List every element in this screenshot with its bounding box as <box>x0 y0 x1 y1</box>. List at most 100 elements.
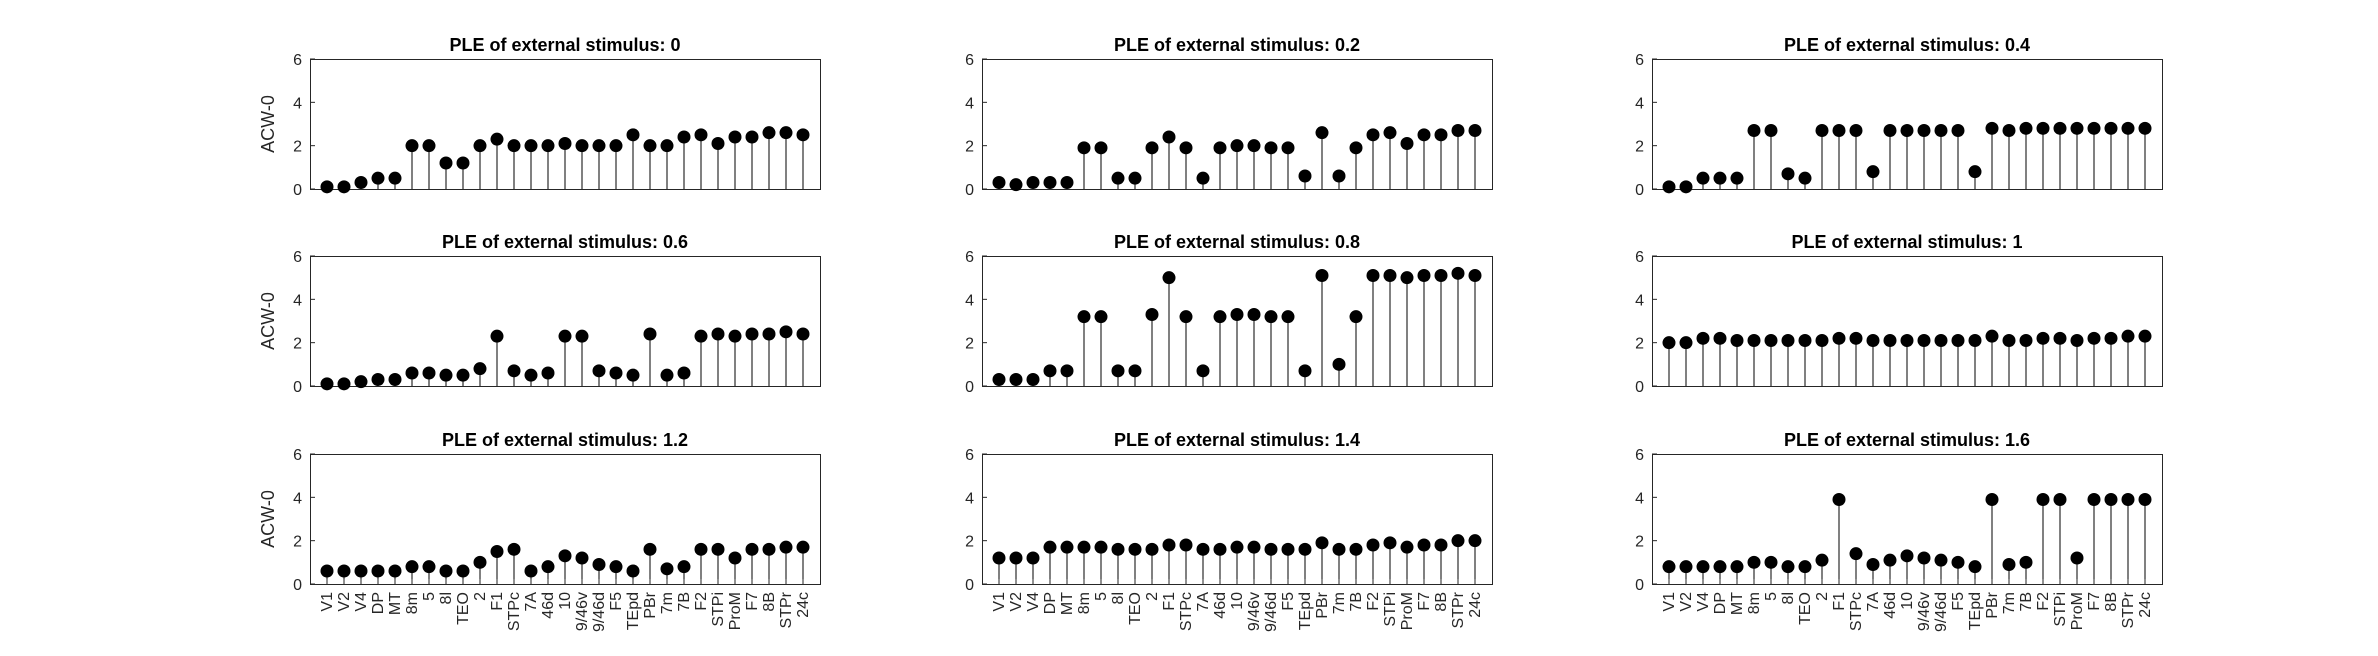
stem-marker-F2 <box>694 542 708 556</box>
stem-marker-DP <box>1043 540 1057 554</box>
x-tick-label: 8m <box>404 592 421 614</box>
stem-marker-8m <box>1077 141 1091 155</box>
stem-marker-9/46d <box>592 364 606 378</box>
stem-marker-9/46d <box>1264 141 1278 155</box>
stem-marker-5 <box>1764 124 1778 137</box>
x-tick-label: F7 <box>744 592 761 611</box>
stem-marker-TEO <box>1128 542 1142 556</box>
stem-marker-V4 <box>354 176 368 189</box>
y-tick-label: 4 <box>1635 292 1644 309</box>
stem-marker-MT <box>388 564 402 578</box>
stem-marker-F1 <box>490 132 504 146</box>
stem-marker-F5 <box>1951 124 1965 137</box>
stem-marker-F1 <box>1832 124 1846 137</box>
y-tick-label: 6 <box>293 447 302 464</box>
stem-marker-STPi <box>1383 126 1397 140</box>
y-tick-label: 2 <box>293 336 302 353</box>
stem-marker-8l <box>1111 542 1125 556</box>
stem-marker-9/46d <box>1264 310 1278 324</box>
stem-marker-F7 <box>1417 128 1431 142</box>
subplot-3: PLE of external stimulus: 0.4 0 2 4 6 <box>1635 35 2163 199</box>
x-tick-label: STPc <box>1848 592 1865 631</box>
stem-marker-10 <box>1230 308 1244 321</box>
y-tick-label: 4 <box>965 292 974 309</box>
stem-marker-8m <box>1747 124 1761 137</box>
stem-marker-24c <box>796 128 810 142</box>
x-tick-label: V2 <box>1678 592 1695 612</box>
stem-marker-2 <box>1815 334 1829 347</box>
y-tick-label: 4 <box>293 292 302 309</box>
stem-marker-8l <box>1781 167 1795 181</box>
stem-marker-STPc <box>1849 547 1863 561</box>
stem-marker-24c <box>1468 534 1482 548</box>
x-tick-label: F1 <box>1161 592 1178 611</box>
stem-marker-8l <box>439 156 453 170</box>
stem-marker-8l <box>439 564 453 578</box>
stem-marker-STPc <box>507 139 521 153</box>
stem-marker-STPc <box>1849 124 1863 137</box>
x-tick-label: V1 <box>319 592 336 612</box>
stem-marker-9/46d <box>1934 124 1948 137</box>
stem-marker-5 <box>1764 334 1778 347</box>
stem-marker-STPr <box>779 540 793 554</box>
stem-marker-V1 <box>320 180 334 194</box>
stem-marker-ProM <box>728 130 742 144</box>
stem-marker-7A <box>1196 542 1210 556</box>
stem-marker-10 <box>558 549 572 563</box>
stem-marker-24c <box>796 540 810 554</box>
stem-marker-F7 <box>745 130 759 144</box>
stem-marker-46d <box>1883 124 1897 137</box>
stem-marker-TEO <box>1128 171 1142 185</box>
stem-marker-V1 <box>992 373 1006 386</box>
x-tick-label: 9/46d <box>1263 592 1280 632</box>
stem-marker-F5 <box>609 139 623 153</box>
stem-marker-8l <box>439 368 453 382</box>
x-tick-label: PBr <box>1984 591 2001 618</box>
stem-marker-5 <box>1094 540 1108 554</box>
stem-marker-STPr <box>1451 124 1465 137</box>
x-tick-label: STPc <box>1178 592 1195 631</box>
x-tick-label: TEpd <box>1297 592 1314 630</box>
x-tick-label: F7 <box>2086 592 2103 611</box>
x-tick-label: 9/46v <box>574 592 591 631</box>
stem-marker-TEpd <box>1298 542 1312 556</box>
stem-marker-TEO <box>1798 171 1812 185</box>
x-tick-label: 5 <box>421 592 438 601</box>
stem-marker-24c <box>2138 493 2152 506</box>
stem-marker-DP <box>371 564 385 578</box>
stem-marker-46d <box>1883 334 1897 347</box>
stem-marker-8m <box>1747 555 1761 569</box>
stem-marker-9/46v <box>575 139 589 153</box>
stem-marker-PBr <box>1985 121 1999 135</box>
stem-marker-PBr <box>1985 329 1999 343</box>
stem-marker-STPc <box>1179 538 1193 552</box>
stem-marker-MT <box>1060 176 1074 189</box>
stem-marker-STPi <box>1383 536 1397 550</box>
stem-marker-V2 <box>337 564 351 578</box>
stem-marker-7A <box>524 368 538 382</box>
stem-marker-V2 <box>1679 336 1693 350</box>
stem-marker-10 <box>1230 139 1244 153</box>
stem-marker-PBr <box>643 139 657 153</box>
stem-marker-V2 <box>337 377 351 391</box>
x-tick-label: TEO <box>455 592 472 625</box>
stem-marker-ProM <box>728 551 742 565</box>
stem-marker-10 <box>1900 334 1914 347</box>
stem-marker-8m <box>1747 334 1761 347</box>
stem-marker-7A <box>1866 165 1880 179</box>
x-tick-label: STPr <box>778 591 795 628</box>
y-tick-label: 0 <box>293 182 302 199</box>
y-tick-label: 6 <box>1635 447 1644 464</box>
stem-marker-46d <box>541 139 555 153</box>
x-tick-label: 8l <box>1780 592 1797 604</box>
stem-marker-9/46d <box>1264 542 1278 556</box>
stem-marker-8m <box>1077 540 1091 554</box>
stem-marker-TEpd <box>1968 165 1982 179</box>
y-tick-label: 6 <box>965 249 974 266</box>
x-tick-label: 46d <box>540 592 557 619</box>
stem-marker-8m <box>405 139 419 153</box>
x-tick-label: V1 <box>991 592 1008 612</box>
panel-title: PLE of external stimulus: 1.4 <box>1114 430 1360 450</box>
stem-marker-TEO <box>456 156 470 170</box>
stem-marker-F7 <box>2087 493 2101 506</box>
